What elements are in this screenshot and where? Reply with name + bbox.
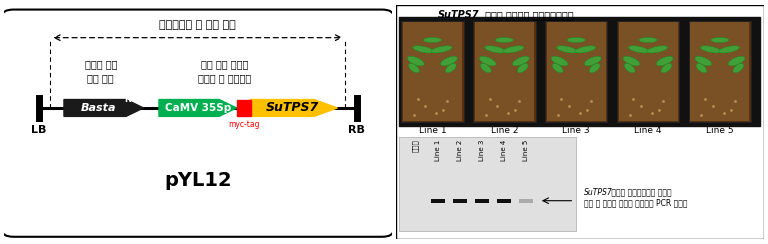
Ellipse shape: [696, 63, 707, 73]
Bar: [473, 21, 535, 122]
Text: 과발현 애기장대 형질전환식물체: 과발현 애기장대 형질전환식물체: [482, 10, 574, 20]
Text: 선별 마커: 선별 마커: [88, 74, 114, 84]
Bar: [689, 21, 751, 122]
Text: 야생형: 야생형: [412, 140, 419, 152]
Bar: [545, 21, 607, 122]
Bar: [497, 199, 511, 203]
Text: pYL12: pYL12: [164, 171, 232, 190]
Text: Basta: Basta: [81, 103, 117, 113]
Ellipse shape: [518, 63, 528, 73]
Text: Line 1: Line 1: [419, 126, 446, 135]
Ellipse shape: [695, 56, 712, 66]
Text: RB: RB: [349, 125, 366, 135]
Ellipse shape: [624, 63, 635, 73]
Text: 항생제 내성: 항생제 내성: [84, 60, 117, 70]
Ellipse shape: [557, 46, 578, 53]
Text: Line 4: Line 4: [634, 126, 662, 135]
Ellipse shape: [412, 46, 434, 53]
Ellipse shape: [485, 46, 505, 53]
Ellipse shape: [575, 46, 596, 53]
Ellipse shape: [441, 56, 458, 66]
Text: 과발현 용 프로모터: 과발현 용 프로모터: [198, 74, 252, 84]
Bar: [618, 22, 677, 121]
Ellipse shape: [719, 46, 740, 53]
Ellipse shape: [584, 56, 601, 66]
FancyBboxPatch shape: [2, 10, 394, 237]
FancyArrow shape: [250, 100, 337, 116]
Bar: [399, 137, 576, 231]
Ellipse shape: [503, 46, 524, 53]
Ellipse shape: [656, 56, 673, 66]
Text: SuTPS7: SuTPS7: [584, 188, 612, 197]
Ellipse shape: [623, 56, 640, 66]
Bar: [401, 21, 464, 122]
Bar: [690, 22, 750, 121]
Text: Line 3: Line 3: [479, 140, 485, 161]
Ellipse shape: [589, 63, 600, 73]
Text: Line 5: Line 5: [706, 126, 733, 135]
Ellipse shape: [639, 37, 657, 43]
Bar: [547, 22, 606, 121]
Ellipse shape: [512, 56, 529, 66]
Ellipse shape: [728, 56, 745, 66]
Text: CaMV 35Sp: CaMV 35Sp: [164, 103, 231, 113]
Ellipse shape: [628, 46, 649, 53]
Bar: [237, 100, 251, 116]
Ellipse shape: [445, 63, 456, 73]
Ellipse shape: [431, 46, 452, 53]
Bar: [519, 199, 534, 203]
Ellipse shape: [495, 37, 514, 43]
Text: SuTPS7: SuTPS7: [266, 102, 319, 114]
Bar: [617, 21, 680, 122]
Text: Line 2: Line 2: [457, 140, 463, 161]
Text: 과발현 재조합유전자 삽입이: 과발현 재조합유전자 삽입이: [609, 188, 672, 197]
Bar: [475, 199, 489, 203]
Ellipse shape: [700, 46, 721, 53]
Ellipse shape: [423, 37, 442, 43]
Ellipse shape: [551, 56, 568, 66]
Ellipse shape: [409, 63, 419, 73]
Text: Line 5: Line 5: [523, 140, 529, 161]
Ellipse shape: [710, 37, 729, 43]
Ellipse shape: [407, 56, 424, 66]
Text: Line 3: Line 3: [562, 126, 590, 135]
Ellipse shape: [481, 63, 492, 73]
Ellipse shape: [552, 63, 563, 73]
Bar: [475, 22, 534, 121]
Bar: [403, 22, 462, 121]
Bar: [399, 17, 760, 125]
Text: myc-tag: myc-tag: [228, 120, 260, 129]
Text: 식물 체내 유전자: 식물 체내 유전자: [201, 60, 249, 70]
Text: LB: LB: [31, 125, 46, 135]
Ellipse shape: [733, 63, 743, 73]
Ellipse shape: [647, 46, 667, 53]
Bar: [431, 199, 445, 203]
Ellipse shape: [661, 63, 672, 73]
Text: SuTPS7: SuTPS7: [438, 10, 479, 20]
Ellipse shape: [567, 37, 585, 43]
FancyArrow shape: [64, 100, 144, 116]
Text: Line 4: Line 4: [502, 140, 508, 161]
Text: 식물유전체 내 삽입 부위: 식물유전체 내 삽입 부위: [160, 20, 236, 30]
Bar: [453, 199, 467, 203]
Text: R: R: [124, 95, 131, 104]
FancyArrow shape: [159, 100, 237, 116]
Ellipse shape: [479, 56, 496, 66]
Text: 있을 시 검출될 것으로 예상되는 PCR 반응물: 있을 시 검출될 것으로 예상되는 PCR 반응물: [584, 199, 687, 208]
Text: Line 2: Line 2: [491, 126, 518, 135]
Text: Line 1: Line 1: [435, 140, 441, 161]
